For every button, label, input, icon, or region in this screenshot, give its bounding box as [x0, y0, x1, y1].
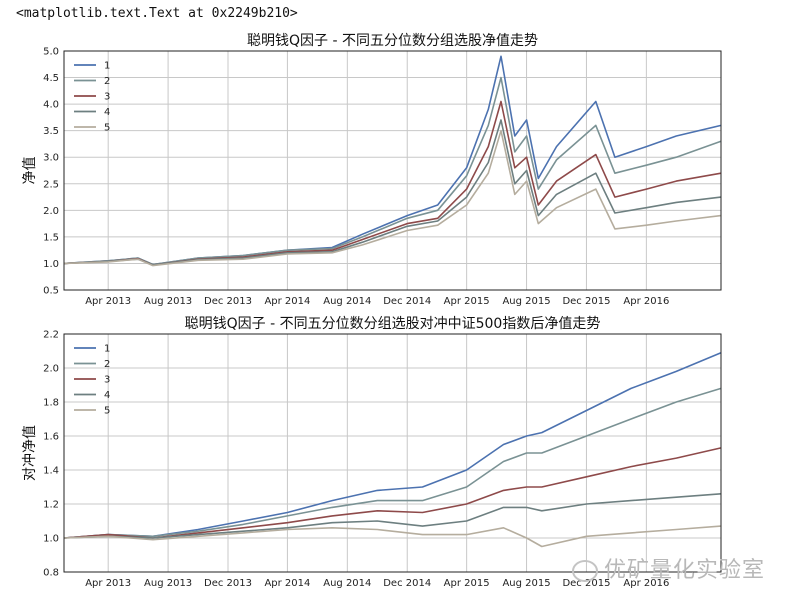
legend-label-1: 1 — [104, 61, 110, 72]
wechat-icon — [572, 560, 598, 582]
chart-title: 聪明钱Q因子 - 不同五分位数分组选股净值走势 — [247, 33, 538, 49]
x-tick-label: Dec 2015 — [562, 578, 610, 589]
series-line-2 — [63, 76, 722, 266]
legend-label-5: 5 — [104, 406, 110, 417]
legend: 1 2 3 4 5 — [74, 61, 110, 134]
x-tick-label: Dec 2013 — [204, 578, 252, 589]
output-repr-text: <matplotlib.text.Text at 0x2249b210> — [16, 6, 298, 21]
y-tick-label: 1.0 — [43, 534, 59, 545]
chart-panel-1: 0.5 1.0 1.5 2.0 2.5 3.0 3.5 4.0 4.5 5.0 Apr 2013 Au… — [22, 33, 722, 307]
series-line-5 — [63, 129, 722, 267]
y-tick-label: 4.0 — [43, 100, 59, 111]
y-tick-label: 0.5 — [43, 286, 59, 297]
legend-label-2: 2 — [104, 76, 110, 87]
y-tick-label: 2.5 — [43, 179, 59, 190]
series-line-3 — [63, 100, 722, 266]
x-tick-label: Apr 2015 — [444, 578, 490, 589]
y-tick-label: 1.4 — [43, 466, 59, 477]
y-tick-label: 4.5 — [43, 73, 59, 84]
x-tick-label: Apr 2015 — [444, 296, 490, 307]
legend: 1 2 3 4 5 — [74, 344, 110, 417]
x-tick-label: Dec 2015 — [562, 296, 610, 307]
y-tick-label: 0.8 — [43, 568, 59, 579]
x-tick-label: Apr 2014 — [264, 296, 310, 307]
series-line-5 — [63, 525, 722, 548]
y-tick-label: 5.0 — [43, 47, 59, 58]
x-tick-label: Apr 2014 — [264, 578, 310, 589]
y-tick-label: 2.0 — [43, 364, 59, 375]
x-tick-label: Dec 2014 — [383, 296, 431, 307]
y-tick-label: 1.0 — [43, 259, 59, 270]
x-tick-label: Apr 2016 — [623, 296, 669, 307]
plot-frame — [63, 50, 722, 291]
y-tick-label: 1.8 — [43, 398, 59, 409]
y-tick-label: 2.0 — [43, 206, 59, 217]
legend-label-1: 1 — [104, 344, 110, 355]
legend-label-4: 4 — [104, 107, 110, 118]
series-line-4 — [63, 119, 722, 266]
legend-label-2: 2 — [104, 359, 110, 370]
chart-title: 聪明钱Q因子 - 不同五分位数分组选股对冲中证500指数后净值走势 — [185, 316, 601, 332]
y-tick-label: 3.5 — [43, 126, 59, 137]
y-tick-label: 1.5 — [43, 232, 59, 243]
x-tick-label: Aug 2013 — [144, 296, 192, 307]
x-tick-label: Dec 2013 — [204, 296, 252, 307]
watermark-text: 优矿量化实验室 — [604, 558, 766, 583]
x-tick-label: Apr 2013 — [85, 296, 131, 307]
x-tick-label: Aug 2013 — [144, 578, 192, 589]
series-line-2 — [63, 387, 722, 539]
legend-label-3: 3 — [104, 375, 110, 386]
y-axis-label: 对冲净值 — [22, 425, 38, 481]
x-tick-label: Aug 2015 — [502, 296, 550, 307]
legend-label-3: 3 — [104, 92, 110, 103]
x-tick-label: Aug 2014 — [323, 578, 371, 589]
series-line-3 — [63, 447, 722, 539]
series-line-1 — [63, 351, 722, 539]
y-tick-label: 1.2 — [43, 500, 59, 511]
legend-label-5: 5 — [104, 123, 110, 134]
x-tick-label: Dec 2014 — [383, 578, 431, 589]
x-tick-label: Aug 2014 — [323, 296, 371, 307]
watermark: 优矿量化实验室 — [572, 552, 765, 584]
legend-label-4: 4 — [104, 390, 110, 401]
y-tick-label: 1.6 — [43, 432, 59, 443]
y-tick-label: 2.2 — [43, 330, 59, 341]
x-tick-label: Apr 2016 — [623, 578, 669, 589]
series-line-4 — [63, 493, 722, 539]
x-tick-label: Aug 2015 — [502, 578, 550, 589]
y-tick-label: 3.0 — [43, 153, 59, 164]
y-axis-label: 净值 — [22, 157, 38, 185]
plot-frame — [63, 333, 722, 573]
series-line-1 — [63, 55, 722, 266]
chart-panel-2: 0.8 1.0 1.2 1.4 1.6 1.8 2.0 2.2 Apr 2013 Aug 2013… — [22, 316, 722, 589]
x-tick-label: Apr 2013 — [85, 578, 131, 589]
